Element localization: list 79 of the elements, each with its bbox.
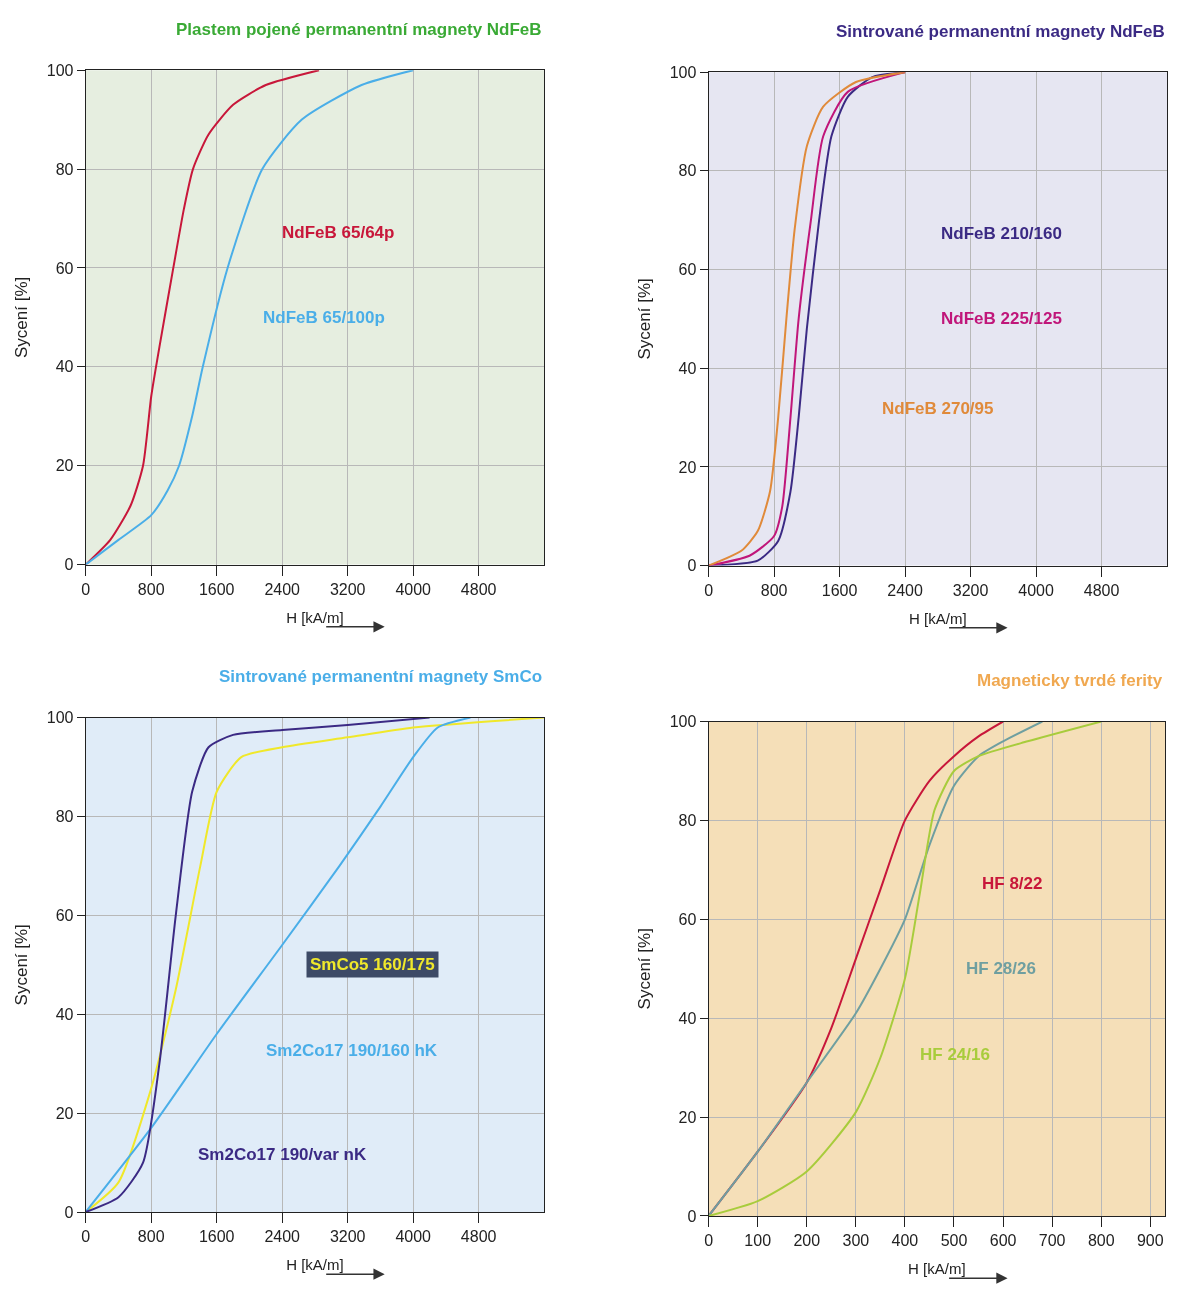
x-tick-label: 400 bbox=[891, 1232, 919, 1250]
x-axis-title: H [kA/m] bbox=[286, 608, 344, 626]
text: NdFeB 65/64p bbox=[282, 223, 395, 242]
text: NdFeB 210/160 bbox=[941, 224, 1062, 243]
y-tick-label: 20 bbox=[678, 458, 697, 476]
text: Sm2Co17 190/var nK bbox=[198, 1145, 367, 1164]
x-tick-label: 4800 bbox=[1083, 581, 1120, 599]
x-tick-label: 1600 bbox=[821, 581, 858, 599]
x-axis-title: H [kA/m] bbox=[909, 609, 967, 627]
y-tick-label: 100 bbox=[46, 61, 74, 79]
x-tick-label: 200 bbox=[793, 1232, 821, 1250]
x-tick-label: 0 bbox=[81, 1228, 91, 1246]
x-tick-label: 4800 bbox=[460, 1228, 497, 1246]
x-tick-label: 300 bbox=[842, 1232, 870, 1250]
y-tick-label: 0 bbox=[64, 1203, 74, 1221]
text: SmCo5 160/175 bbox=[310, 955, 435, 974]
y-axis-title: Sycení [%] bbox=[12, 924, 32, 1006]
y-tick-label: 80 bbox=[678, 812, 697, 830]
chart-title: Sintrované permanentní magnety NdFeB bbox=[836, 22, 1165, 41]
x-tick-label: 800 bbox=[137, 580, 165, 598]
x-tick-label: 600 bbox=[989, 1232, 1017, 1250]
y-tick-label: 100 bbox=[669, 63, 697, 81]
y-tick-label: 0 bbox=[687, 1207, 697, 1225]
y-axis-title: Sycení [%] bbox=[12, 276, 32, 359]
text: NdFeB 225/125 bbox=[941, 309, 1062, 328]
y-tick-label: 80 bbox=[55, 808, 74, 826]
x-tick-label: 100 bbox=[744, 1232, 772, 1250]
x-tick-label: 4000 bbox=[1018, 581, 1054, 599]
text: HF 8/22 bbox=[982, 874, 1043, 893]
x-tick-label: 800 bbox=[137, 1228, 165, 1246]
y-tick-label: 60 bbox=[55, 259, 74, 277]
text: HF 28/26 bbox=[966, 959, 1036, 978]
x-tick-label: 700 bbox=[1038, 1232, 1066, 1250]
text: NdFeB 65/100p bbox=[263, 308, 385, 327]
chart-title: Plastem pojené permanentní magnety NdFeB bbox=[176, 20, 542, 39]
x-tick-label: 1600 bbox=[198, 1228, 235, 1246]
y-tick-label: 100 bbox=[669, 713, 697, 731]
chart-title: Sintrované permanentní magnety SmCo bbox=[219, 667, 543, 686]
x-tick-label: 2400 bbox=[264, 1228, 301, 1246]
y-tick-label: 60 bbox=[55, 906, 74, 924]
y-tick-label: 40 bbox=[55, 1005, 74, 1023]
y-tick-label: 100 bbox=[46, 709, 74, 727]
y-tick-label: 20 bbox=[55, 457, 74, 475]
x-tick-label: 3200 bbox=[952, 581, 989, 599]
y-tick-label: 40 bbox=[678, 359, 697, 377]
x-tick-label: 4000 bbox=[395, 1228, 432, 1246]
y-tick-label: 80 bbox=[678, 162, 697, 180]
y-tick-label: 0 bbox=[64, 556, 74, 574]
y-axis-title: Sycení [%] bbox=[635, 928, 655, 1010]
series-label: HF 24/16 bbox=[920, 1045, 990, 1064]
y-tick-label: 40 bbox=[678, 1009, 697, 1027]
x-tick-label: 4800 bbox=[460, 580, 497, 598]
line-series bbox=[85, 70, 415, 565]
x-tick-label: 1600 bbox=[198, 580, 235, 598]
x-tick-label: 0 bbox=[704, 581, 714, 599]
x-tick-label: 900 bbox=[1136, 1232, 1164, 1250]
x-tick-label: 3200 bbox=[329, 580, 366, 598]
x-axis-title: H [kA/m] bbox=[286, 1256, 344, 1274]
y-tick-label: 20 bbox=[678, 1108, 697, 1126]
x-tick-label: 800 bbox=[760, 581, 788, 599]
x-tick-label: 800 bbox=[1087, 1232, 1115, 1250]
y-tick-label: 60 bbox=[678, 910, 697, 928]
x-axis-title: H [kA/m] bbox=[908, 1260, 966, 1278]
x-tick-label: 3200 bbox=[329, 1228, 366, 1246]
y-tick-label: 0 bbox=[687, 557, 697, 575]
x-tick-label: 4000 bbox=[395, 580, 432, 598]
y-axis-title: Sycení [%] bbox=[635, 278, 655, 360]
y-tick-label: 40 bbox=[55, 358, 74, 376]
y-tick-label: 80 bbox=[55, 160, 74, 178]
x-tick-label: 0 bbox=[704, 1232, 714, 1250]
x-tick-label: 500 bbox=[940, 1232, 968, 1250]
x-tick-label: 2400 bbox=[264, 580, 301, 598]
y-tick-label: 20 bbox=[55, 1104, 74, 1122]
x-tick-label: 0 bbox=[81, 580, 91, 598]
text: Sm2Co17 190/160 hK bbox=[266, 1041, 438, 1060]
text: NdFeB 270/95 bbox=[882, 399, 994, 418]
y-tick-label: 60 bbox=[678, 261, 697, 279]
x-tick-label: 2400 bbox=[887, 581, 923, 599]
chart-title: Magneticky tvrdé ferity bbox=[977, 671, 1163, 690]
